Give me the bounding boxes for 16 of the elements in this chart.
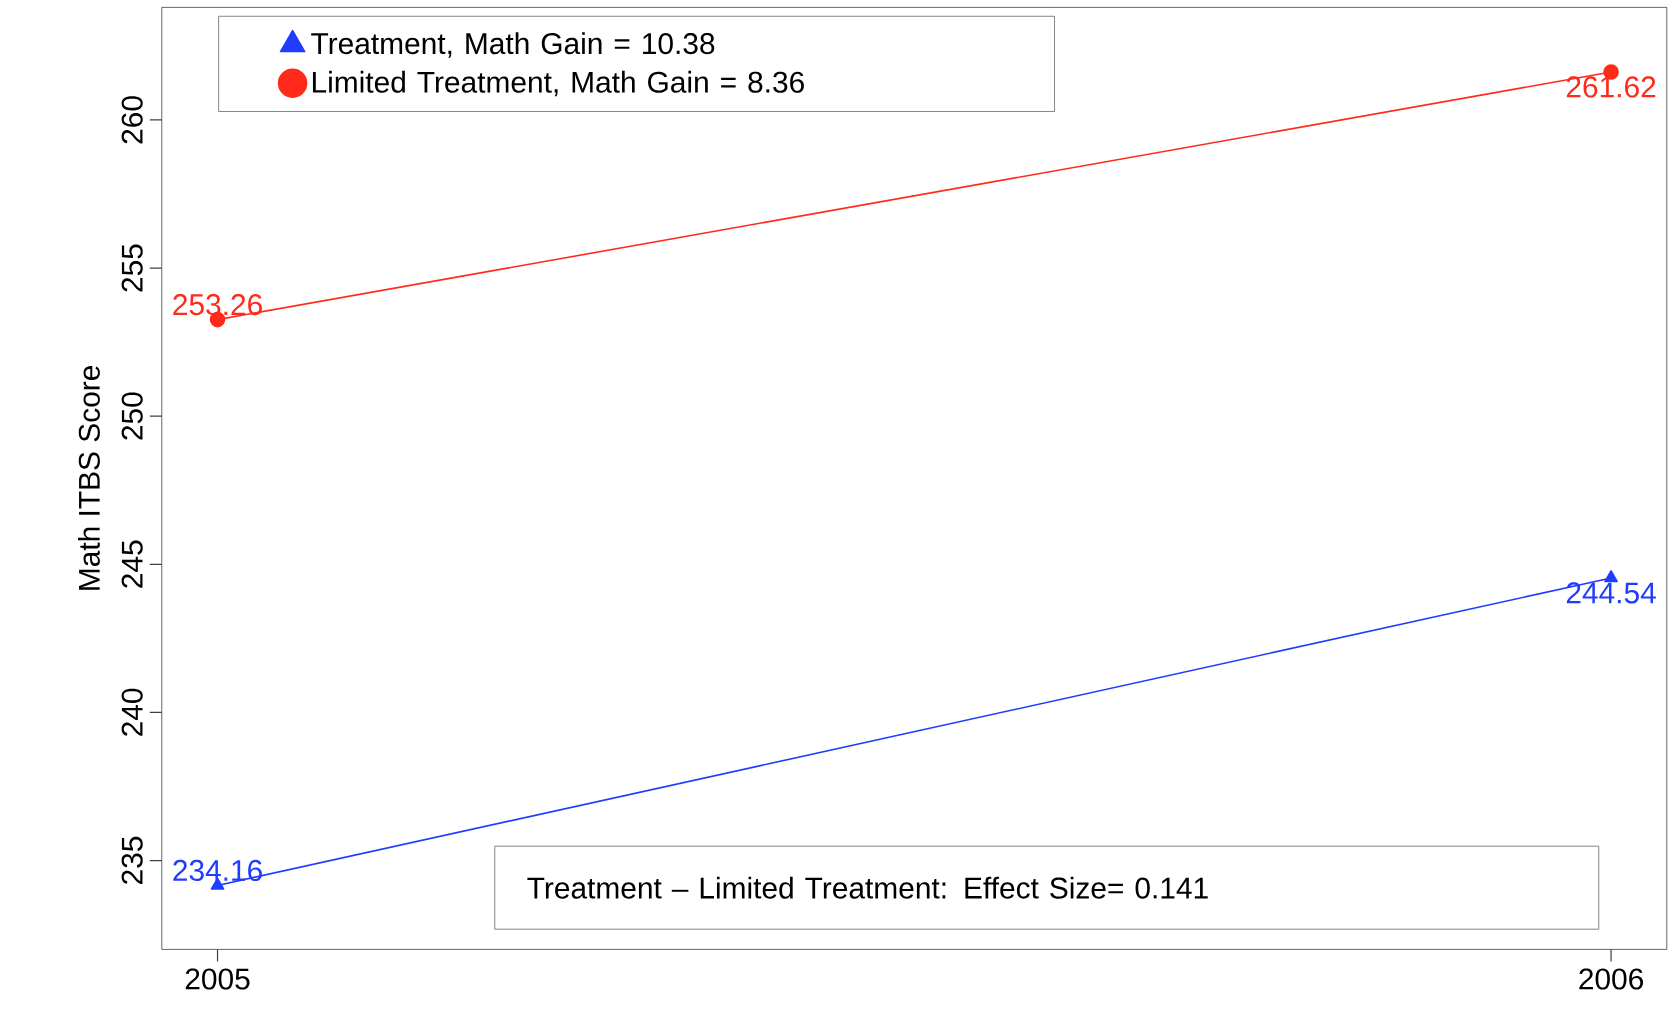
data-label: 234.16 bbox=[173, 859, 262, 882]
y-tick-label: 250 bbox=[121, 392, 143, 440]
legend-label: Treatment, Math Gain = 10.38 bbox=[311, 32, 715, 58]
y-tick-label: 260 bbox=[121, 96, 143, 144]
x-tick-label: 2006 bbox=[1579, 968, 1643, 990]
y-tick-label: 235 bbox=[121, 836, 143, 884]
y-axis-title: Math ITBS Score bbox=[77, 365, 100, 590]
data-label: 253.26 bbox=[173, 294, 262, 316]
legend-label: Limited Treatment, Math Gain = 8.36 bbox=[312, 70, 804, 97]
y-tick-label: 255 bbox=[121, 244, 143, 292]
data-label: 261.62 bbox=[1566, 76, 1656, 98]
data-label: 244.54 bbox=[1566, 582, 1656, 604]
annotation: Treatment – Limited Treatment: Effect Size= 0.141 bbox=[527, 876, 1208, 899]
y-tick-label: 245 bbox=[121, 540, 143, 588]
y-tick-label: 240 bbox=[121, 688, 143, 736]
x-tick-label: 2005 bbox=[185, 968, 250, 990]
